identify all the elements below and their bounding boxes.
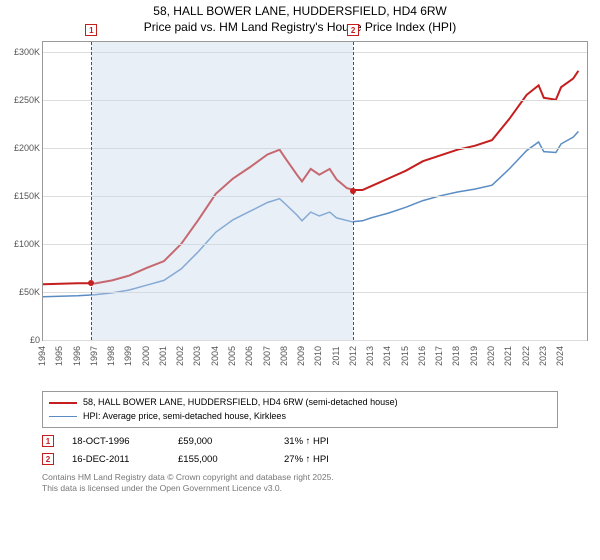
- x-axis-label: 2020: [486, 346, 496, 366]
- legend-label: 58, HALL BOWER LANE, HUDDERSFIELD, HD4 6…: [83, 396, 398, 410]
- x-axis-label: 1994: [37, 346, 47, 366]
- legend-swatch: [49, 402, 77, 404]
- footer-text: Contains HM Land Registry data © Crown c…: [42, 472, 558, 494]
- sale-point-icon: [88, 280, 94, 286]
- sale-badge: 1: [42, 435, 54, 447]
- x-axis-label: 2021: [503, 346, 513, 366]
- x-axis-label: 2006: [244, 346, 254, 366]
- sale-badge: 2: [42, 453, 54, 465]
- price-chart: £0£50K£100K£150K£200K£250K£300K12: [42, 41, 588, 341]
- x-axis-label: 2008: [279, 346, 289, 366]
- sale-point-icon: [350, 188, 356, 194]
- sale-marker-badge: 1: [85, 24, 97, 36]
- x-axis-label: 2019: [469, 346, 479, 366]
- title-line1: 58, HALL BOWER LANE, HUDDERSFIELD, HD4 6…: [0, 4, 600, 20]
- x-axis-label: 2011: [331, 347, 341, 366]
- x-axis-label: 1999: [123, 346, 133, 366]
- x-axis-label: 2017: [434, 346, 444, 366]
- x-axis-label: 1995: [54, 346, 64, 366]
- x-axis-label: 2002: [175, 346, 185, 366]
- x-axis-label: 2007: [262, 346, 272, 366]
- sale-row: 2 16-DEC-2011 £155,000 27% ↑ HPI: [42, 450, 558, 468]
- y-axis-label: £200K: [14, 143, 43, 153]
- x-axis-label: 2022: [521, 346, 531, 366]
- legend-swatch: [49, 416, 77, 418]
- y-axis-label: £100K: [14, 239, 43, 249]
- x-axis-label: 1996: [72, 346, 82, 366]
- x-axis-label: 2000: [141, 346, 151, 366]
- sale-date: 18-OCT-1996: [72, 436, 160, 447]
- sale-date: 16-DEC-2011: [72, 454, 160, 465]
- sale-row: 1 18-OCT-1996 £59,000 31% ↑ HPI: [42, 432, 558, 450]
- legend: 58, HALL BOWER LANE, HUDDERSFIELD, HD4 6…: [42, 391, 558, 428]
- sale-diff: 27% ↑ HPI: [284, 454, 372, 465]
- footer-line2: This data is licensed under the Open Gov…: [42, 483, 558, 494]
- legend-label: HPI: Average price, semi-detached house,…: [83, 410, 286, 424]
- y-axis-label: £300K: [14, 47, 43, 57]
- sales-table: 1 18-OCT-1996 £59,000 31% ↑ HPI 2 16-DEC-2011…: [42, 432, 558, 468]
- legend-row-hpi: HPI: Average price, semi-detached house,…: [49, 410, 551, 424]
- x-axis-label: 2013: [365, 346, 375, 366]
- x-axis-label: 1997: [89, 346, 99, 366]
- x-axis-labels: 1994199519961997199819992000200120022003…: [42, 341, 588, 385]
- y-axis-label: £150K: [14, 191, 43, 201]
- footer-line1: Contains HM Land Registry data © Crown c…: [42, 472, 558, 483]
- y-axis-label: £250K: [14, 95, 43, 105]
- x-axis-label: 2018: [451, 346, 461, 366]
- sale-diff: 31% ↑ HPI: [284, 436, 372, 447]
- sale-price: £59,000: [178, 436, 266, 447]
- x-axis-label: 2005: [227, 346, 237, 366]
- x-axis-label: 2010: [313, 346, 323, 366]
- x-axis-label: 2004: [210, 346, 220, 366]
- x-axis-label: 1998: [106, 346, 116, 366]
- x-axis-label: 2001: [158, 346, 168, 366]
- x-axis-label: 2014: [382, 346, 392, 366]
- sale-vline: [91, 42, 92, 340]
- x-axis-label: 2012: [348, 346, 358, 366]
- ownership-shade: [91, 42, 353, 340]
- legend-row-property: 58, HALL BOWER LANE, HUDDERSFIELD, HD4 6…: [49, 396, 551, 410]
- x-axis-label: 2015: [400, 346, 410, 366]
- x-axis-label: 2016: [417, 346, 427, 366]
- x-axis-label: 2003: [192, 346, 202, 366]
- sale-marker-badge: 2: [347, 24, 359, 36]
- x-axis-label: 2009: [296, 346, 306, 366]
- x-axis-label: 2024: [555, 346, 565, 366]
- y-axis-label: £50K: [19, 287, 43, 297]
- sale-price: £155,000: [178, 454, 266, 465]
- x-axis-label: 2023: [538, 346, 548, 366]
